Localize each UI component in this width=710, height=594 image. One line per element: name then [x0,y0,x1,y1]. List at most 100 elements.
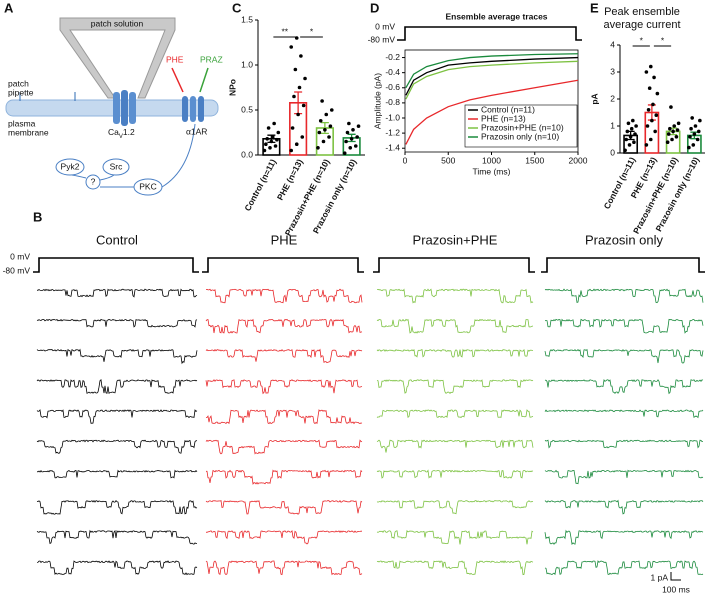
data-point [652,75,656,80]
current-trace [377,288,534,304]
voltage-label: -80 mV [3,265,31,275]
label: PRAZ [200,54,223,64]
panel-label: D [370,0,379,15]
data-point [324,112,329,117]
label: plasma [8,118,36,128]
voltage-step [373,257,535,273]
current-trace [36,439,198,454]
y-tick-label: 1 [610,120,615,130]
data-point [294,142,299,146]
column-title: Prazosin only [585,232,664,247]
data-point [351,128,355,132]
data-point [301,103,306,108]
data-point [646,108,651,112]
y-tick-label: -0.8 [385,97,400,107]
x-tick-label: Control (n=11) [242,157,278,213]
current-trace [544,499,704,515]
annotation: * [640,35,644,45]
arrow [19,92,76,101]
current-trace [544,529,704,546]
data-point [275,137,279,142]
data-point [323,128,327,132]
data-point [300,135,305,139]
label: patch solution [91,18,144,28]
y-tick-label: 4 [610,39,615,49]
data-point [676,121,681,126]
chart-title: Peak ensemble average current [603,6,681,31]
data-point [668,126,672,131]
current-trace [205,499,363,515]
data-point [289,148,294,153]
data-point [689,126,693,131]
data-point [303,76,307,81]
y-tick-label: -1.2 [385,127,400,137]
voltage-label: 0 mV [375,21,395,31]
current-trace [376,469,534,479]
current-trace [206,469,363,485]
data-point [690,116,694,120]
node [102,158,130,176]
data-point [317,130,322,135]
y-axis-label: NPo [227,79,237,96]
x-tick-label: 500 [441,155,455,165]
label: α1AR [186,126,207,136]
data-point [293,67,298,72]
data-point [327,135,331,139]
node [85,174,101,190]
connector [71,123,196,188]
data-point [687,145,691,150]
legend-label: PHE (n=13) [481,113,526,123]
data-point [273,144,278,148]
current-trace [544,560,704,576]
data-point [299,54,303,58]
data-point [645,124,650,128]
series-line [405,60,579,100]
annotation: * [661,35,665,45]
data-point [672,124,677,128]
current-trace [205,318,363,334]
scale-bar [670,572,681,581]
y-tick-label: -1.0 [385,112,400,122]
data-point [670,137,674,142]
voltage-step [397,26,582,41]
data-point [624,137,629,142]
data-point [329,108,334,112]
data-point [268,146,272,150]
data-point [666,132,671,136]
data-point [696,129,701,134]
current-trace [36,560,198,576]
panel-label: E [590,0,599,15]
receptor [190,96,196,122]
data-point [296,112,300,117]
channel [129,92,136,124]
channel [121,90,128,126]
y-tick-label: 3 [610,66,615,76]
data-point [644,70,649,74]
data-point [353,144,358,148]
label: 1.2 [123,127,135,137]
error-bar [320,121,329,135]
label: CaV1.2 [108,127,135,139]
current-trace [376,529,534,545]
current-trace [544,288,704,304]
data-point [269,139,274,144]
annotation: ** [281,26,288,36]
channel [113,92,120,124]
y-tick-label: 0.0 [241,149,253,159]
current-trace [376,348,534,358]
data-point [265,137,270,141]
data-point [276,130,281,135]
panel-label: B [33,209,42,224]
data-point [345,130,350,135]
current-trace [36,529,197,545]
current-trace [36,409,198,424]
data-point [342,151,347,155]
membrane [5,99,219,117]
current-trace [544,439,704,449]
data-point [648,64,653,69]
data-point [644,143,649,147]
column-title: Control [96,232,138,247]
legend-label: Prazosin+PHE (n=10) [481,122,564,132]
chart-title: Ensemble average traces [445,11,547,21]
